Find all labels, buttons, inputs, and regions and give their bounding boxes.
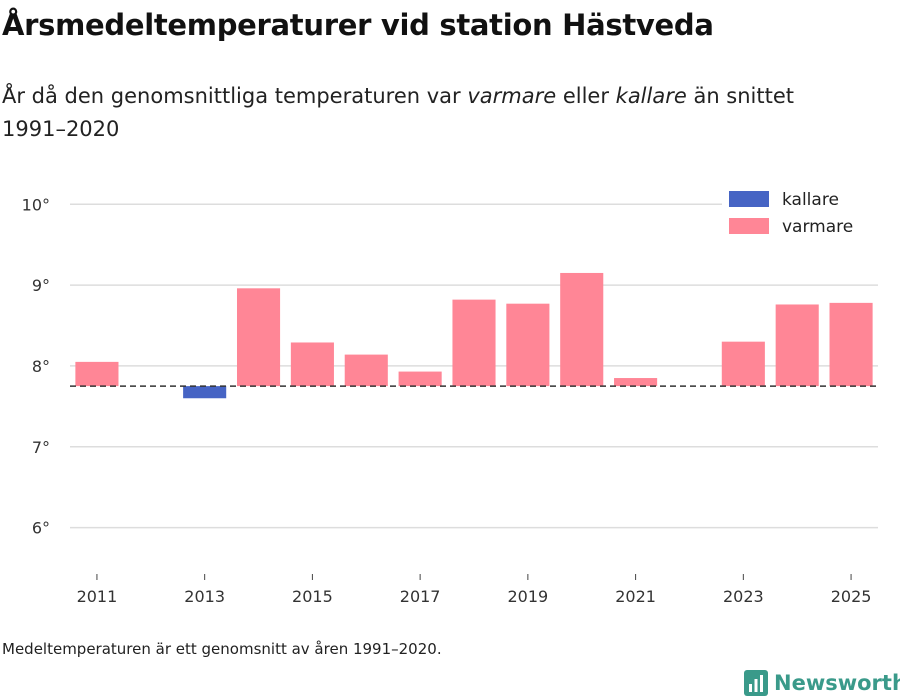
bar-2013 [183,386,227,399]
y-tick-label: 9° [32,276,50,295]
subtitle-part3: än snittet 1991–2020 [2,84,795,141]
bar-2019 [506,303,550,387]
y-tick-label: 10° [22,195,50,214]
x-tick-label: 2013 [184,587,225,606]
legend-swatch-warmer [729,218,769,234]
bar-2025 [829,302,873,387]
x-tick-label: 2017 [400,587,441,606]
bar-2024 [775,304,819,387]
x-tick-label: 2025 [831,587,872,606]
chart-title: Årsmedeltemperaturer vid station Hästved… [2,8,714,42]
y-tick-label: 7° [32,438,50,457]
x-tick-label: 2023 [723,587,764,606]
bar-2017 [398,371,442,387]
subtitle-part2: eller [556,84,616,108]
bar-2020 [560,272,604,387]
x-tick-label: 2021 [615,587,656,606]
legend-label-warmer: varmare [782,217,853,237]
legend-swatch-colder [729,191,769,207]
x-tick-label: 2011 [77,587,118,606]
x-tick-label: 2019 [508,587,549,606]
bar-2016 [344,354,388,387]
footnote: Medeltemperaturen är ett genomsnitt av å… [2,640,442,658]
newsworthy-logo-icon [744,670,768,696]
x-tick-label: 2015 [292,587,333,606]
bar-2021 [614,378,658,387]
bar-2014 [236,288,281,387]
subtitle-part1: År då den genomsnittliga temperaturen va… [2,84,468,108]
subtitle-warm-word: varmare [467,84,557,108]
bar-2015 [290,342,334,387]
newsworthy-logo-text: Newsworthy [774,671,900,695]
legend-label-colder: kallare [782,190,839,210]
bar-2011 [75,361,119,387]
bar-2023 [721,341,765,387]
temperature-bar-chart: 6° 7° 8° 9° 10° 2011 2013 2015 2017 2019 2021 2023 2… [21,190,878,606]
y-tick-label: 8° [32,357,50,376]
y-tick-label: 6° [32,519,50,538]
newsworthy-logo: Newsworthy [744,668,900,698]
chart-subtitle: År då den genomsnittliga temperaturen va… [2,80,862,146]
bar-2018 [452,299,496,387]
subtitle-cold-word: kallare [615,84,687,108]
